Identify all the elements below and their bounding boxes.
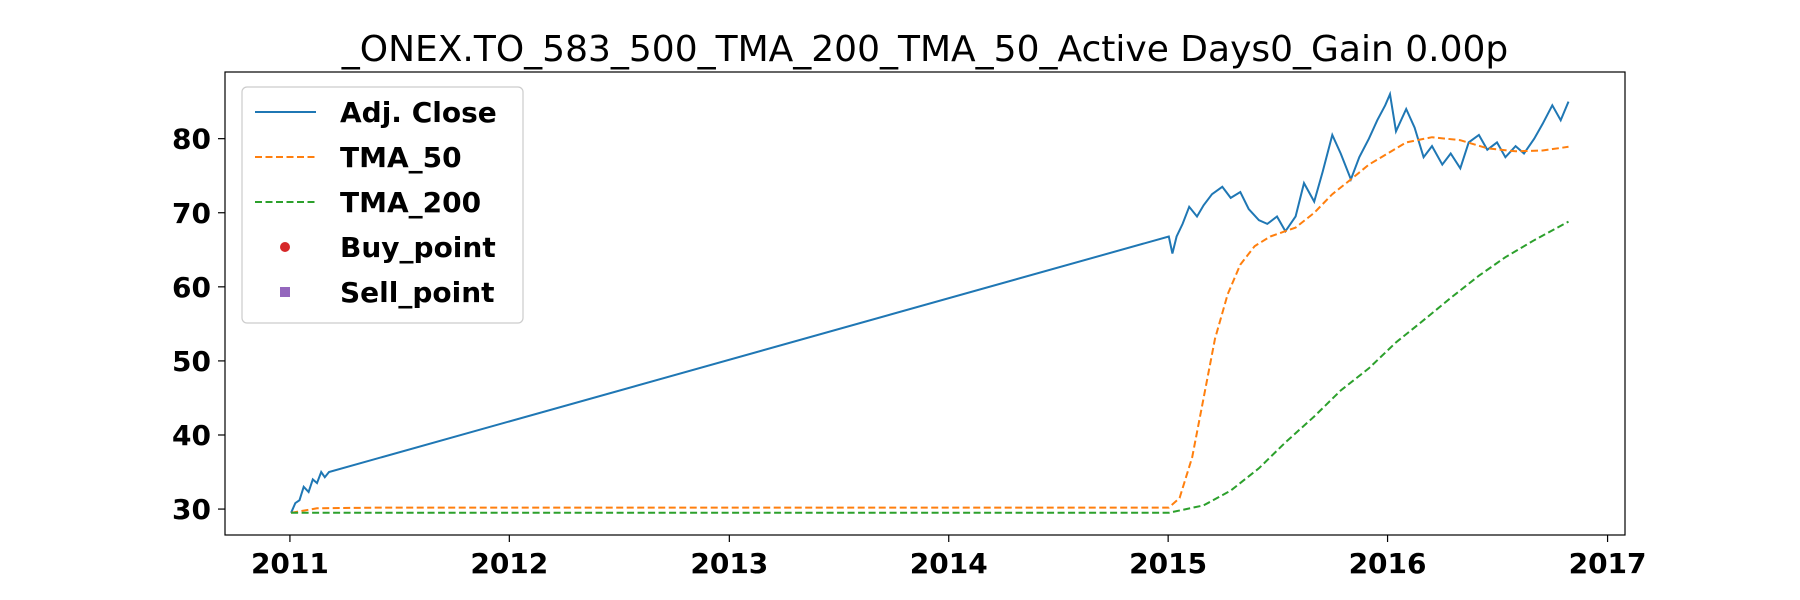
legend-sell-point-marker bbox=[280, 287, 290, 297]
x-tick-label: 2014 bbox=[910, 547, 988, 580]
y-tick-label: 30 bbox=[172, 493, 211, 526]
plot-area bbox=[290, 90, 1570, 514]
y-tick-label: 80 bbox=[172, 123, 211, 156]
x-tick-label: 2015 bbox=[1129, 547, 1207, 580]
chart-title: _ONEX.TO_583_500_TMA_200_TMA_50_Active D… bbox=[341, 29, 1509, 70]
plot-frame bbox=[224, 71, 1626, 536]
y-tick-label: 60 bbox=[172, 271, 211, 304]
legend-buy-point-label: Buy_point bbox=[340, 231, 496, 264]
legend: Adj. Close TMA_50 TMA_200 Buy_point Sell_poi… bbox=[241, 86, 524, 324]
y-axis: 30 40 50 60 70 80 bbox=[172, 123, 225, 526]
series-line-adj-close bbox=[290, 90, 1570, 514]
legend-tma-50-label: TMA_50 bbox=[340, 141, 462, 174]
y-tick-label: 70 bbox=[172, 197, 211, 230]
series-line-tma-200 bbox=[291, 220, 1569, 514]
series-line-tma-50 bbox=[290, 136, 1569, 514]
x-tick-label: 2012 bbox=[470, 547, 548, 580]
x-tick-label: 2013 bbox=[690, 547, 768, 580]
x-tick-label: 2016 bbox=[1349, 547, 1427, 580]
x-tick-label: 2017 bbox=[1569, 547, 1647, 580]
legend-box bbox=[241, 86, 524, 324]
legend-sell-point-label: Sell_point bbox=[340, 276, 495, 309]
y-tick-label: 40 bbox=[172, 419, 211, 452]
y-tick-label: 50 bbox=[172, 345, 211, 378]
legend-adj-close-label: Adj. Close bbox=[340, 96, 497, 129]
x-axis: 2011 2012 2013 2014 2015 2016 2017 bbox=[251, 535, 1647, 580]
x-tick-label: 2011 bbox=[251, 547, 329, 580]
legend-buy-point-marker bbox=[280, 242, 290, 252]
legend-tma-200-label: TMA_200 bbox=[340, 186, 481, 219]
